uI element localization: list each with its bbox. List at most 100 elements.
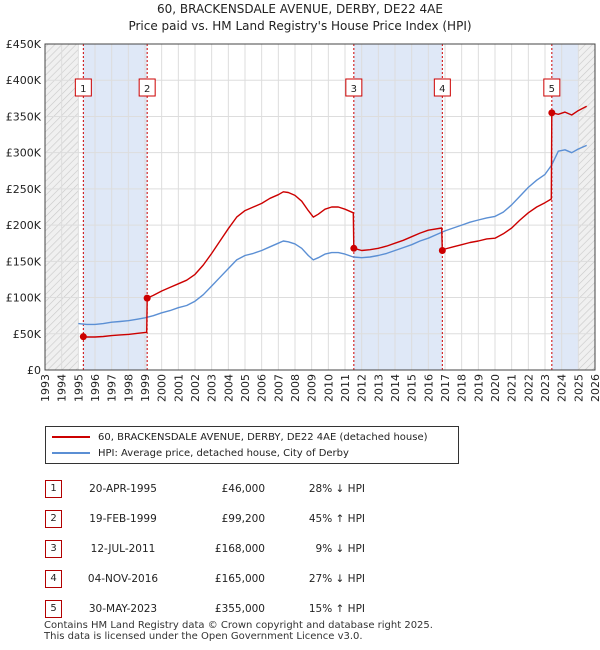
sale-point bbox=[143, 294, 151, 302]
sale-label-text: 5 bbox=[549, 84, 555, 95]
x-tick-label: 2006 bbox=[256, 374, 269, 402]
y-tick-label: £200K bbox=[6, 219, 42, 232]
hpi-line bbox=[78, 144, 587, 326]
sale-hpi-diff: 28% ↓ HPI bbox=[308, 483, 365, 495]
sale-label-box bbox=[345, 78, 363, 97]
sale-number-badge: 4 bbox=[45, 570, 62, 588]
table-row: 1 20-APR-1995 £46,000 28% ↓ HPI bbox=[45, 474, 365, 504]
x-tick-label: 2000 bbox=[156, 374, 169, 402]
sale-price: £165,000 bbox=[214, 573, 265, 585]
x-tick-label: 1998 bbox=[122, 374, 135, 402]
sale-number-badge: 5 bbox=[45, 600, 62, 618]
sale-point bbox=[79, 333, 87, 341]
sales-table: 1 20-APR-1995 £46,000 28% ↓ HPI 2 19-FEB… bbox=[45, 474, 365, 624]
y-tick-label: £300K bbox=[6, 147, 42, 160]
y-tick-label: £250K bbox=[6, 183, 42, 196]
x-tick-label: 2022 bbox=[522, 374, 535, 402]
x-tick-label: 2021 bbox=[506, 374, 519, 402]
x-tick-label: 2004 bbox=[222, 374, 235, 402]
x-tick-label: 2001 bbox=[172, 374, 185, 402]
table-row: 5 30-MAY-2023 £355,000 15% ↑ HPI bbox=[45, 594, 365, 624]
table-row: 4 04-NOV-2016 £165,000 27% ↓ HPI bbox=[45, 564, 365, 594]
plot-border bbox=[44, 43, 596, 371]
sale-label-box bbox=[543, 78, 561, 97]
legend-label-hpi: HPI: Average price, detached house, City… bbox=[98, 447, 349, 459]
sale-date: 30-MAY-2023 bbox=[88, 603, 158, 615]
x-tick-label: 1997 bbox=[106, 374, 119, 402]
sale-date: 19-FEB-1999 bbox=[89, 513, 157, 525]
table-row: 3 12-JUL-2011 £168,000 9% ↓ HPI bbox=[45, 534, 365, 564]
x-tick-label: 2014 bbox=[389, 374, 402, 402]
y-tick-label: £100K bbox=[6, 292, 42, 305]
legend-swatch-property bbox=[52, 436, 90, 438]
x-tick-label: 1999 bbox=[139, 374, 152, 402]
x-tick-label: 2025 bbox=[572, 374, 585, 402]
x-tick-label: 2020 bbox=[489, 374, 502, 402]
sale-date: 12-JUL-2011 bbox=[90, 543, 156, 555]
x-tick-label: 2015 bbox=[406, 374, 419, 402]
x-tick-label: 2019 bbox=[472, 374, 485, 402]
no-data-hatch bbox=[578, 44, 595, 370]
x-tick-label: 2010 bbox=[322, 374, 335, 402]
price-chart: 1 2 3 4 5 £0 £50K £100K £150K £200K £250K £300K £350… bbox=[6, 38, 600, 402]
chart-title: 60, BRACKENSDALE AVENUE, DERBY, DE22 4AE bbox=[157, 2, 443, 16]
legend-label-property: 60, BRACKENSDALE AVENUE, DERBY, DE22 4AE… bbox=[98, 431, 428, 443]
sale-label-text: 1 bbox=[80, 84, 86, 95]
legend-swatch-hpi bbox=[52, 452, 90, 454]
x-tick-label: 2016 bbox=[422, 374, 435, 402]
sale-period-band bbox=[83, 44, 148, 370]
footer-licence: This data is licensed under the Open Gov… bbox=[44, 631, 363, 642]
footer: Contains HM Land Registry data © Crown c… bbox=[44, 620, 433, 642]
sale-point bbox=[438, 246, 446, 254]
sale-date: 20-APR-1995 bbox=[89, 483, 157, 495]
sale-point bbox=[350, 244, 358, 252]
x-tick-label: 1994 bbox=[56, 374, 69, 402]
x-tick-label: 2005 bbox=[239, 374, 252, 402]
sale-label-text: 2 bbox=[144, 84, 150, 95]
sale-price: £168,000 bbox=[214, 543, 265, 555]
sale-price: £46,000 bbox=[221, 483, 265, 495]
sale-number-badge: 3 bbox=[45, 540, 62, 558]
sale-hpi-diff: 9% ↓ HPI bbox=[315, 543, 365, 555]
y-tick-label: £0 bbox=[27, 364, 41, 377]
legend-item-hpi: HPI: Average price, detached house, City… bbox=[52, 446, 349, 460]
sale-hpi-diff: 15% ↑ HPI bbox=[308, 603, 365, 615]
x-tick-label: 2007 bbox=[272, 374, 285, 402]
chart-subtitle: Price paid vs. HM Land Registry's House … bbox=[128, 19, 472, 33]
table-row: 2 19-FEB-1999 £99,200 45% ↑ HPI bbox=[45, 504, 365, 534]
x-tick-label: 2026 bbox=[589, 374, 600, 402]
sale-number-badge: 2 bbox=[45, 510, 62, 528]
x-tick-label: 2024 bbox=[556, 374, 569, 402]
sale-period-band bbox=[353, 44, 443, 370]
chart-legend: 60, BRACKENSDALE AVENUE, DERBY, DE22 4AE… bbox=[45, 426, 459, 464]
x-tick-label: 2023 bbox=[539, 374, 552, 402]
sale-hpi-diff: 45% ↑ HPI bbox=[308, 513, 365, 525]
sale-hpi-diff: 27% ↓ HPI bbox=[308, 573, 365, 585]
property-price-line bbox=[83, 105, 588, 338]
x-tick-label: 2003 bbox=[206, 374, 219, 402]
sale-label-box bbox=[138, 78, 156, 97]
y-tick-label: £50K bbox=[13, 328, 42, 341]
y-tick-label: £350K bbox=[6, 110, 42, 123]
sale-label-text: 4 bbox=[439, 84, 445, 95]
sale-point bbox=[548, 109, 556, 117]
x-tick-label: 1996 bbox=[89, 374, 102, 402]
footer-copyright: Contains HM Land Registry data © Crown c… bbox=[44, 620, 433, 631]
y-tick-label: £150K bbox=[6, 255, 42, 268]
sale-date: 04-NOV-2016 bbox=[87, 573, 159, 585]
sale-label-text: 3 bbox=[351, 84, 357, 95]
y-tick-label: £450K bbox=[6, 38, 42, 51]
sale-label-box bbox=[74, 78, 92, 97]
x-tick-label: 2008 bbox=[289, 374, 302, 402]
x-tick-label: 2018 bbox=[456, 374, 469, 402]
x-tick-label: 2012 bbox=[356, 374, 369, 402]
x-tick-label: 2002 bbox=[189, 374, 202, 402]
sale-price: £99,200 bbox=[221, 513, 265, 525]
x-tick-label: 1993 bbox=[39, 374, 52, 402]
x-tick-label: 1995 bbox=[72, 374, 85, 402]
x-tick-label: 2009 bbox=[306, 374, 319, 402]
sale-price: £355,000 bbox=[214, 603, 265, 615]
x-tick-label: 2013 bbox=[372, 374, 385, 402]
x-tick-label: 2011 bbox=[339, 374, 352, 402]
sale-number-badge: 1 bbox=[45, 480, 62, 498]
